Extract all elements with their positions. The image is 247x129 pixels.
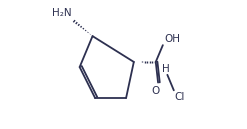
Text: H₂N: H₂N bbox=[52, 8, 72, 18]
Text: OH: OH bbox=[164, 34, 180, 44]
Text: H: H bbox=[162, 63, 170, 74]
Text: Cl: Cl bbox=[174, 92, 185, 102]
Text: O: O bbox=[151, 86, 160, 96]
